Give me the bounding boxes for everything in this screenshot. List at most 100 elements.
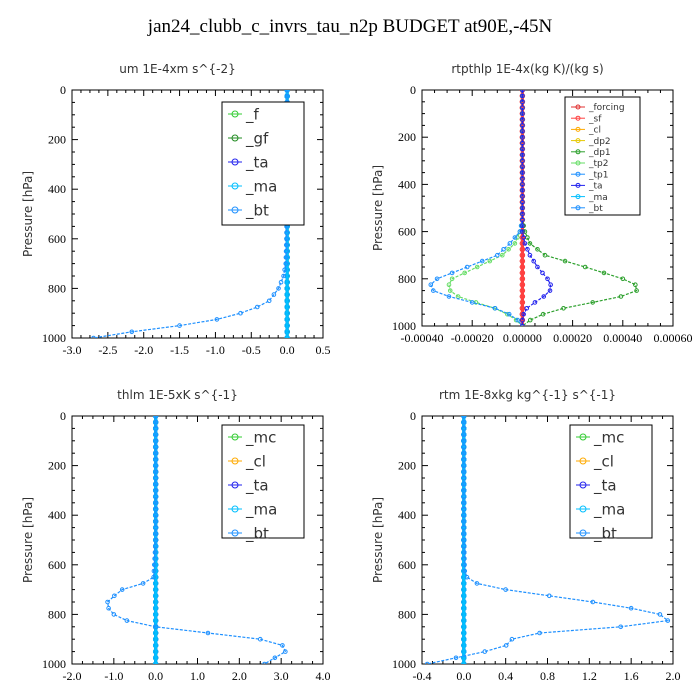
series-line-tp2	[448, 90, 523, 326]
data-point	[284, 298, 290, 304]
data-point	[205, 630, 211, 636]
y-tick-label: 0	[60, 83, 66, 97]
x-tick-label: -1.0	[206, 343, 225, 357]
data-point	[461, 531, 467, 537]
data-point	[153, 488, 158, 493]
data-point	[112, 593, 117, 599]
data-point	[500, 252, 505, 258]
x-tick-label: 0.5	[316, 343, 331, 357]
data-point	[520, 176, 525, 181]
data-point	[434, 276, 440, 282]
legend-marker	[575, 160, 581, 166]
data-point	[522, 229, 528, 234]
data-point	[618, 294, 624, 299]
data-point	[152, 642, 159, 649]
y-tick-label: 600	[398, 225, 416, 239]
x-tick-label: 0.00000	[503, 331, 542, 345]
data-point	[284, 285, 290, 292]
plot-panel-1: um 1E-4xm s^{-2} Pressure [hPa] -3.0 -2.5 -2…	[21, 62, 331, 357]
y-tick-label: 1000	[42, 331, 66, 345]
data-point	[535, 264, 540, 270]
data-point	[527, 317, 533, 323]
data-point	[503, 587, 508, 592]
x-tick-label: -2.5	[98, 343, 117, 357]
data-point	[152, 599, 159, 605]
y-tick-label: 0	[60, 409, 66, 423]
data-point	[152, 555, 159, 562]
data-point	[519, 270, 526, 276]
legend-label: _tp1	[588, 170, 608, 180]
data-point	[520, 229, 525, 234]
data-point	[547, 288, 553, 293]
data-point	[238, 310, 243, 316]
y-tick-label: 400	[398, 177, 416, 191]
data-point	[464, 264, 470, 270]
data-point	[447, 288, 453, 293]
data-point	[257, 636, 263, 642]
legend-marker	[575, 171, 581, 177]
data-point	[280, 643, 285, 648]
legend-marker	[575, 205, 581, 211]
data-point	[461, 617, 467, 624]
data-point	[519, 246, 526, 253]
data-point	[512, 241, 518, 246]
data-point	[153, 531, 158, 537]
x-tick-label: -0.4	[413, 669, 432, 683]
data-point	[520, 90, 525, 93]
data-point	[283, 242, 289, 248]
data-point	[283, 649, 288, 654]
panel-title: rtm 1E-8xkg kg^{-1} s^{-1}	[439, 388, 616, 402]
data-point	[461, 630, 467, 636]
data-point	[531, 258, 536, 264]
data-point	[152, 550, 158, 555]
y-axis-label: Pressure [hPa]	[371, 165, 385, 251]
data-point	[540, 311, 546, 317]
data-point	[520, 223, 525, 228]
legend-label: _ma	[593, 500, 625, 519]
data-point	[519, 287, 526, 294]
data-point	[461, 599, 467, 605]
x-tick-label: 2.0	[232, 669, 247, 683]
x-tick-label: -0.00020	[451, 331, 494, 345]
data-point	[515, 317, 520, 323]
data-point	[153, 419, 158, 425]
panel-title: um 1E-4xm s^{-2}	[119, 62, 235, 76]
legend-box	[569, 424, 653, 539]
data-point	[461, 648, 467, 655]
data-point	[461, 500, 467, 506]
data-point	[461, 426, 467, 431]
data-point	[520, 152, 525, 158]
y-axis-label: Pressure [hPa]	[21, 497, 35, 583]
data-point	[284, 236, 289, 242]
data-point	[520, 111, 525, 116]
data-point	[520, 123, 525, 128]
data-point	[111, 612, 117, 617]
data-point	[461, 469, 467, 475]
y-tick-label: 200	[48, 459, 66, 473]
data-point	[520, 164, 525, 169]
data-point	[283, 248, 289, 254]
legend-label: _ma	[245, 177, 277, 196]
legend-label: _gf	[245, 129, 269, 148]
data-point	[453, 655, 459, 661]
legend-label: _ma	[588, 193, 608, 203]
data-point	[152, 611, 159, 618]
data-point	[519, 234, 526, 241]
x-tick-label: -0.00040	[401, 331, 444, 345]
x-tick-label: 1.2	[582, 669, 597, 683]
data-point	[284, 254, 290, 261]
data-point	[590, 300, 595, 305]
data-point	[520, 317, 525, 323]
legend-label: _bt	[588, 204, 603, 214]
data-point	[503, 643, 509, 648]
data-point	[562, 258, 568, 264]
data-point	[119, 587, 125, 592]
x-tick-label: 4.0	[316, 669, 331, 683]
data-point	[520, 323, 525, 326]
data-point	[540, 270, 545, 276]
data-point	[520, 170, 525, 175]
data-point	[152, 574, 159, 580]
data-point	[461, 450, 467, 456]
x-tick-label: -0.5	[242, 343, 261, 357]
legend-label: _mc	[593, 428, 624, 447]
